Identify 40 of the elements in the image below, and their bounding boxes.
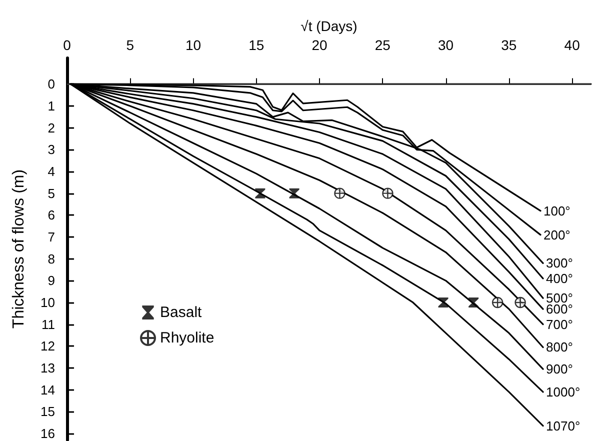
y-axis-title: Thickness of flows (m) [10,169,28,329]
y-tick-label: 8 [48,251,55,266]
series-label: 1000° [546,384,580,400]
y-tick-label: 13 [40,360,55,376]
x-tick-label: 0 [63,37,72,53]
x-tick-label: 40 [564,37,580,53]
series-label: 300° [546,256,573,271]
y-tick-label: 15 [40,404,55,420]
y-tick-label: 14 [40,382,55,398]
y-tick-label: 2 [48,120,55,136]
series-label: 1070° [546,418,580,434]
series-label: 400° [546,270,573,286]
y-tick-label: 3 [48,142,55,158]
series-label: 800° [546,340,573,355]
series-label: 900° [546,362,573,377]
legend-label: Basalt [160,304,203,321]
x-tick-label: 30 [438,37,454,53]
y-tick-label: 0 [48,76,55,92]
y-tick-label: 9 [48,273,55,288]
x-tick-label: 5 [126,37,134,53]
x-tick-label: 10 [185,37,202,53]
series-label: 100° [543,203,570,218]
series-label: 200° [543,227,570,242]
y-tick-label: 4 [48,164,55,180]
x-tick-label: 15 [248,37,264,53]
y-tick-label: 7 [48,229,55,244]
x-tick-label: 35 [501,37,517,53]
y-tick-label: 5 [48,186,55,201]
x-axis-title: √t (Days) [300,18,358,34]
legend-label: Rhyolite [160,330,214,346]
series-label: 600° [546,302,573,317]
y-tick-label: 16 [40,426,55,441]
x-tick-label: 25 [374,37,391,53]
y-tick-label: 12 [40,338,55,354]
x-tick-label: 20 [312,37,328,53]
y-tick-label: 11 [42,316,55,332]
series-label: 700° [546,316,573,332]
y-tick-label: 10 [40,294,55,310]
y-tick-label: 6 [48,208,55,223]
y-tick-label: 1 [48,98,55,114]
